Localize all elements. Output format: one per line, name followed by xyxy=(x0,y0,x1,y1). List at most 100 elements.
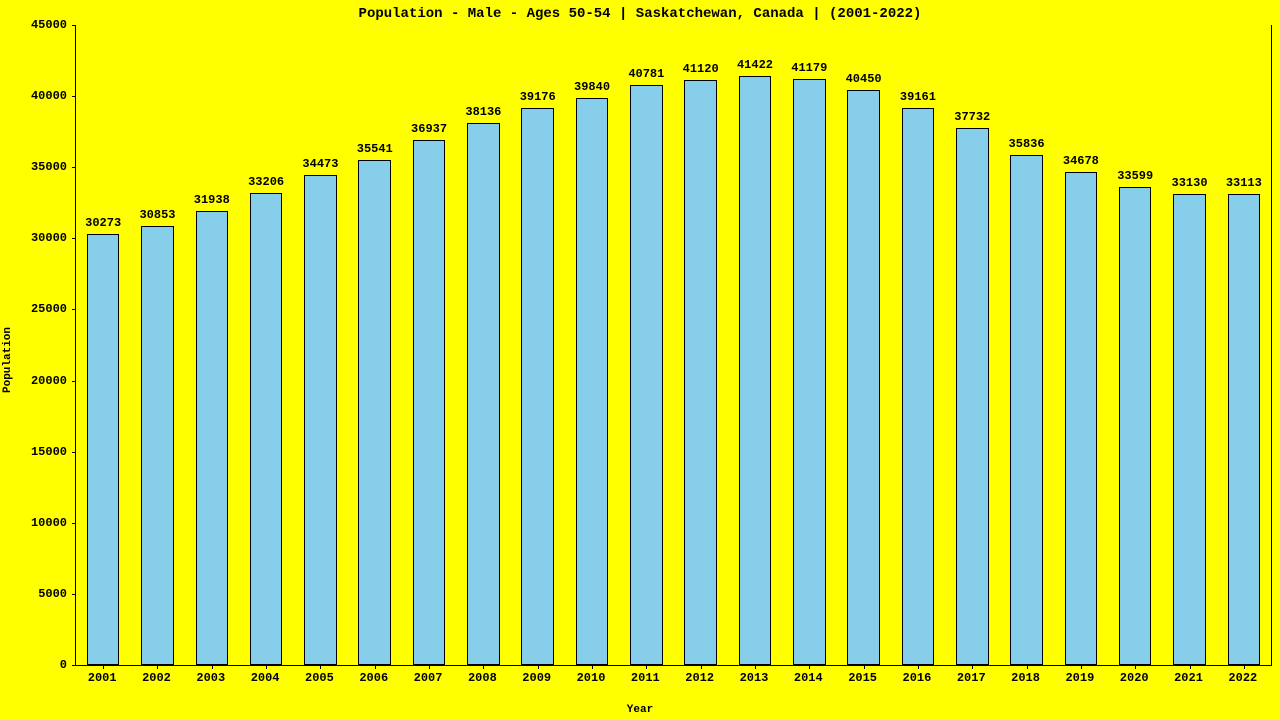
x-tick-label: 2008 xyxy=(468,671,497,685)
bar-value-label: 30853 xyxy=(139,208,175,222)
bar-value-label: 30273 xyxy=(85,216,121,230)
bar xyxy=(1228,194,1261,665)
x-tick xyxy=(212,665,213,669)
y-tick-label: 30000 xyxy=(0,231,67,245)
y-tick-label: 0 xyxy=(0,658,67,672)
x-tick-label: 2007 xyxy=(414,671,443,685)
x-tick xyxy=(375,665,376,669)
x-tick xyxy=(103,665,104,669)
y-tick xyxy=(72,523,76,524)
bar xyxy=(196,211,229,665)
x-tick-label: 2010 xyxy=(577,671,606,685)
x-tick xyxy=(592,665,593,669)
x-tick-label: 2018 xyxy=(1011,671,1040,685)
bar-value-label: 35836 xyxy=(1009,137,1045,151)
x-tick-label: 2003 xyxy=(196,671,225,685)
x-tick xyxy=(1190,665,1191,669)
bar-value-label: 33130 xyxy=(1172,176,1208,190)
bar xyxy=(1173,194,1206,665)
x-tick xyxy=(538,665,539,669)
x-axis-label: Year xyxy=(0,704,1280,716)
y-tick xyxy=(72,381,76,382)
y-tick xyxy=(72,665,76,666)
x-tick xyxy=(1244,665,1245,669)
bar-value-label: 41120 xyxy=(683,62,719,76)
bar xyxy=(576,98,609,665)
x-tick-label: 2006 xyxy=(359,671,388,685)
x-tick-label: 2022 xyxy=(1228,671,1257,685)
x-tick xyxy=(918,665,919,669)
bar-value-label: 35541 xyxy=(357,142,393,156)
bar xyxy=(847,90,880,665)
bar xyxy=(304,175,337,665)
bar-value-label: 33113 xyxy=(1226,176,1262,190)
y-tick-label: 35000 xyxy=(0,160,67,174)
y-tick xyxy=(72,594,76,595)
y-tick-label: 15000 xyxy=(0,445,67,459)
x-tick xyxy=(1135,665,1136,669)
bar-value-label: 39161 xyxy=(900,90,936,104)
bar-value-label: 36937 xyxy=(411,122,447,136)
y-tick xyxy=(72,167,76,168)
bar-value-label: 41179 xyxy=(791,61,827,75)
x-tick-label: 2002 xyxy=(142,671,171,685)
x-tick-label: 2015 xyxy=(848,671,877,685)
x-tick xyxy=(972,665,973,669)
bar-value-label: 39840 xyxy=(574,80,610,94)
bar-value-label: 39176 xyxy=(520,90,556,104)
bar xyxy=(902,108,935,665)
bar-value-label: 31938 xyxy=(194,193,230,207)
x-tick-label: 2017 xyxy=(957,671,986,685)
x-tick-label: 2001 xyxy=(88,671,117,685)
bar-value-label: 38136 xyxy=(465,105,501,119)
bar xyxy=(521,108,554,665)
bar-value-label: 33599 xyxy=(1117,169,1153,183)
bar xyxy=(1010,155,1043,665)
x-tick xyxy=(1027,665,1028,669)
x-tick xyxy=(320,665,321,669)
y-tick-label: 20000 xyxy=(0,374,67,388)
x-tick-label: 2019 xyxy=(1065,671,1094,685)
y-tick xyxy=(72,96,76,97)
bar-value-label: 37732 xyxy=(954,110,990,124)
x-tick-label: 2013 xyxy=(740,671,769,685)
y-tick xyxy=(72,238,76,239)
bar xyxy=(1065,172,1098,665)
bar-value-label: 33206 xyxy=(248,175,284,189)
bar xyxy=(141,226,174,665)
x-tick-label: 2014 xyxy=(794,671,823,685)
x-tick xyxy=(646,665,647,669)
bar xyxy=(1119,187,1152,665)
x-tick-label: 2004 xyxy=(251,671,280,685)
y-tick-label: 45000 xyxy=(0,18,67,32)
bar-value-label: 40781 xyxy=(628,67,664,81)
y-tick-label: 10000 xyxy=(0,516,67,530)
bar xyxy=(467,123,500,665)
x-tick-label: 2011 xyxy=(631,671,660,685)
bar-value-label: 34473 xyxy=(302,157,338,171)
x-tick-label: 2016 xyxy=(903,671,932,685)
x-tick-label: 2020 xyxy=(1120,671,1149,685)
x-tick xyxy=(864,665,865,669)
x-tick-label: 2012 xyxy=(685,671,714,685)
bar xyxy=(87,234,120,665)
plot-area: 30273 30853 31938 33206 34473 35541 36937 38136… xyxy=(75,25,1272,666)
bar-value-label: 34678 xyxy=(1063,154,1099,168)
y-tick xyxy=(72,452,76,453)
bar xyxy=(250,193,283,665)
x-tick xyxy=(483,665,484,669)
x-tick xyxy=(266,665,267,669)
bar-value-label: 40450 xyxy=(846,72,882,86)
x-tick xyxy=(701,665,702,669)
bar xyxy=(684,80,717,665)
chart-title: Population - Male - Ages 50-54 | Saskatc… xyxy=(0,6,1280,22)
x-tick xyxy=(755,665,756,669)
y-tick-label: 40000 xyxy=(0,89,67,103)
x-tick-label: 2005 xyxy=(305,671,334,685)
x-tick xyxy=(157,665,158,669)
bar xyxy=(793,79,826,665)
bar-value-label: 41422 xyxy=(737,58,773,72)
x-tick xyxy=(809,665,810,669)
y-tick xyxy=(72,25,76,26)
bar xyxy=(956,128,989,665)
